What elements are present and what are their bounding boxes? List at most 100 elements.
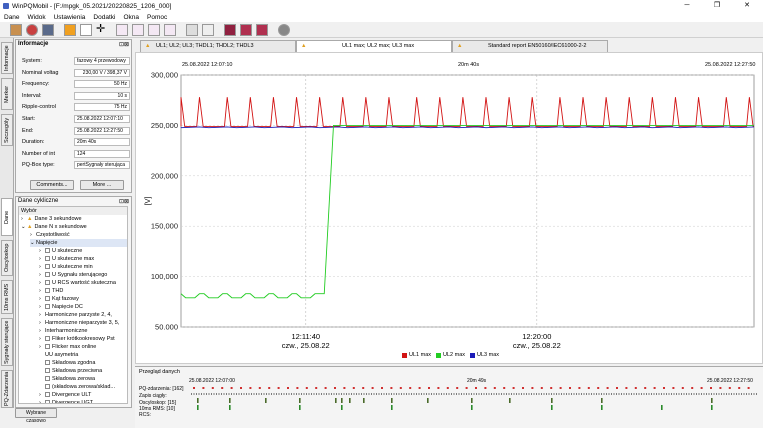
more-button[interactable]: More ... [80, 180, 124, 190]
checkbox-icon[interactable] [45, 264, 50, 270]
expand-icon[interactable]: › [39, 304, 41, 310]
minimize-button[interactable]: ─ [684, 2, 690, 9]
checkbox-icon[interactable] [45, 248, 50, 254]
expand-icon[interactable]: › [39, 392, 41, 398]
tree-item[interactable]: UU asymetria [39, 351, 78, 359]
tree-item[interactable]: Składowa zgodna [39, 359, 95, 367]
tab-10ms-rms[interactable]: 10ms RMS [1, 280, 13, 314]
expand-icon[interactable]: › [39, 264, 41, 270]
checkbox-icon[interactable] [45, 296, 50, 302]
tree-item[interactable]: › THD [39, 287, 63, 295]
tree-item[interactable]: › U Sygnału sterującego [39, 271, 107, 279]
expand-icon[interactable]: › [39, 400, 41, 404]
voltage-chart[interactable]: 50.000 100,000 150,000 200,000 250,000 300,00… [136, 53, 762, 363]
tree-item[interactable]: › Flicker max online [39, 343, 96, 351]
checkbox-icon[interactable] [45, 384, 50, 390]
expand-icon[interactable]: › [39, 336, 41, 342]
tab-szczegoly[interactable]: Szczególy [1, 114, 13, 146]
expand-icon[interactable]: › [39, 248, 41, 254]
tree-item[interactable]: › Divergence UGT [39, 399, 93, 404]
chart-view-1-icon[interactable] [116, 24, 128, 36]
expand-icon[interactable]: › [39, 280, 41, 286]
checkbox-icon[interactable] [45, 256, 50, 262]
open-file-icon[interactable] [10, 24, 22, 36]
tree-item[interactable]: › Harmoniczne parzyste 2, 4, [39, 311, 112, 319]
close-button[interactable]: ✕ [744, 2, 750, 9]
selection-tree[interactable]: Wybór › ▲ Dane 3 sekundowe ⌄▲ Dane N x sekun… [18, 206, 128, 404]
save-icon[interactable] [42, 24, 54, 36]
tab-ul1-ul2-ul3-thd[interactable]: ▲ UL1; UL2; UL3; THDL1; THDL2; THDL3 [140, 40, 296, 52]
tree-item[interactable]: ⌄▲ Dane N x sekundowe [21, 223, 87, 231]
tree-item[interactable]: › Częstotliwość [30, 231, 70, 239]
tree-item[interactable]: › Fliker krótkookresowy Pst [39, 335, 115, 343]
tree-item[interactable]: Składowa przeciwna [39, 367, 102, 375]
tree-item[interactable]: › ▲ Dane 3 sekundowe [21, 215, 82, 223]
tree-item[interactable]: › U RCS wartość skuteczna [39, 279, 116, 287]
tree-item[interactable]: › U skuteczne min [39, 263, 93, 271]
expand-icon[interactable]: › [39, 320, 41, 326]
menu-ustawienia[interactable]: Ustawienia [53, 13, 86, 21]
checkbox-icon[interactable] [45, 288, 50, 294]
zoom-icon[interactable] [80, 24, 92, 36]
crosshair-icon[interactable]: ✛ [96, 23, 106, 35]
tree-item[interactable]: Składowa zerowa [39, 375, 95, 383]
checkbox-icon[interactable] [45, 272, 50, 278]
checkbox-icon[interactable] [45, 360, 50, 366]
tree-item[interactable]: › Interharmoniczne [39, 327, 88, 335]
tree-item[interactable]: › Kąt fazowy [39, 295, 79, 303]
expand-icon[interactable]: › [39, 288, 41, 294]
menu-dodatki[interactable]: Dodatki [93, 13, 116, 21]
expand-icon[interactable]: › [39, 256, 41, 262]
expand-icon[interactable]: › [39, 296, 41, 302]
tab-merker[interactable]: Merker [1, 78, 13, 110]
expand-icon[interactable]: › [21, 216, 23, 222]
chart-view-3-icon[interactable] [148, 24, 160, 36]
tab-dane-cykliczne[interactable]: Dane cykliczne [1, 198, 13, 236]
panel-close-icon[interactable]: ⊡⊠ [118, 42, 129, 48]
expand-icon[interactable]: › [39, 344, 41, 350]
record-icon[interactable] [26, 24, 38, 36]
tree-item[interactable]: › U skuteczne max [39, 255, 94, 263]
tree-item[interactable]: › Harmoniczne nieparzyste 3, 5, [39, 319, 119, 327]
report-3-icon[interactable] [256, 24, 268, 36]
export-icon[interactable] [202, 24, 214, 36]
checkbox-icon[interactable] [45, 336, 50, 342]
expand-icon[interactable]: › [39, 328, 41, 334]
settings-icon[interactable] [278, 24, 290, 36]
tab-pq-zdarzenia[interactable]: PQ-Zdarzenia [1, 370, 13, 408]
tree-item[interactable]: › U skuteczne [39, 247, 82, 255]
comments-button[interactable]: Comments... [30, 180, 74, 190]
expand-icon[interactable]: ⌄ [30, 240, 35, 246]
checkbox-icon[interactable] [45, 368, 50, 374]
chart-view-4-icon[interactable] [164, 24, 176, 36]
menu-widok[interactable]: Widok [27, 13, 46, 21]
tree-item[interactable]: (składowa zerowa/sklad... [39, 383, 115, 391]
tab-ul-max[interactable]: ▲ UL1 max; UL2 max; UL3 max [296, 40, 452, 52]
checkbox-icon[interactable] [45, 280, 50, 286]
report-2-icon[interactable] [240, 24, 252, 36]
checkbox-icon[interactable] [45, 304, 50, 310]
expand-icon[interactable]: › [30, 232, 32, 238]
highlight-icon[interactable] [64, 24, 76, 36]
checkbox-icon[interactable] [45, 344, 50, 350]
checkbox-icon[interactable] [45, 400, 50, 403]
menu-okna[interactable]: Okna [123, 13, 139, 21]
tree-item[interactable]: ⌄Napięcie [30, 239, 127, 247]
tab-sygnaly-sterujace[interactable]: Sygnały sterujące [1, 318, 13, 366]
checkbox-icon[interactable] [45, 392, 50, 398]
tree-item[interactable]: › Divergence ULT [39, 391, 91, 399]
overview-timeline[interactable] [191, 385, 761, 425]
report-1-icon[interactable] [224, 24, 236, 36]
menu-pomoc[interactable]: Pomoc [147, 13, 168, 21]
menu-dane[interactable]: Dane [4, 13, 20, 21]
wybrane-czasowo-button[interactable]: Wybrane czasowo [15, 408, 57, 424]
expand-icon[interactable]: ⌄ [21, 224, 26, 230]
expand-icon[interactable]: › [39, 312, 41, 318]
panel-close-icon[interactable]: ⊡⊠ [118, 199, 129, 205]
tree-item[interactable]: › Napięcie DC [39, 303, 83, 311]
chart-view-2-icon[interactable] [132, 24, 144, 36]
tab-oscyloskop[interactable]: Oscyloskop [1, 240, 13, 276]
print-icon[interactable] [186, 24, 198, 36]
expand-icon[interactable]: › [39, 272, 41, 278]
checkbox-icon[interactable] [45, 376, 50, 382]
